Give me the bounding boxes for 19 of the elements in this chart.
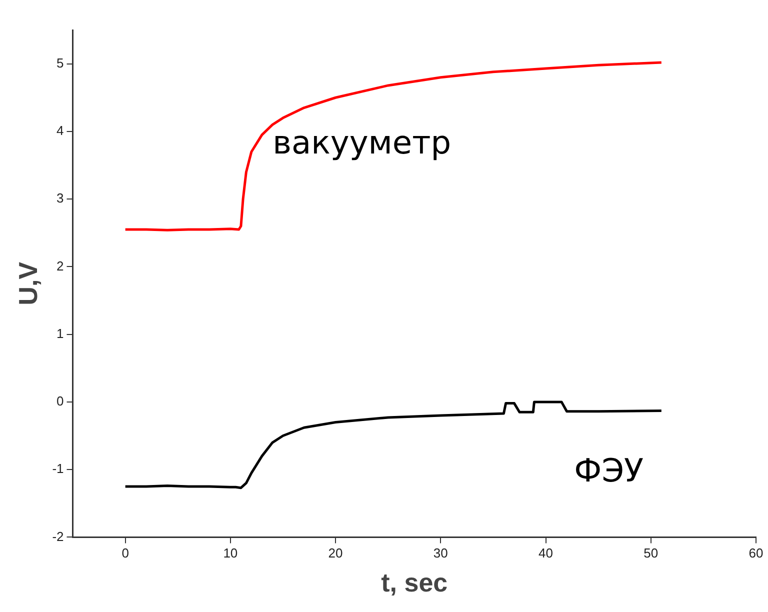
series-label: ФЭУ [574,451,644,490]
x-tick-label: 50 [644,546,658,561]
y-tick-label: 4 [56,123,64,138]
y-tick-label: 1 [56,326,64,341]
x-tick-label: 10 [223,546,238,561]
y-tick-label: -1 [52,461,64,476]
y-tick-label: 3 [56,190,64,206]
x-tick-label: 20 [328,546,343,561]
y-tick-label: 5 [56,55,64,70]
y-axis-title: U,V [12,261,43,306]
x-tick-label: 30 [433,546,448,561]
x-axis-title: t, sec [381,568,448,598]
x-tick-label: 60 [748,546,764,561]
y-tick-label: 0 [56,394,64,409]
y-tick-label: 2 [56,258,64,274]
x-tick-label: 40 [538,546,554,561]
x-tick-label: 0 [122,546,129,561]
y-tick-label: -2 [52,528,64,544]
series-label: вакууметр [272,123,452,162]
